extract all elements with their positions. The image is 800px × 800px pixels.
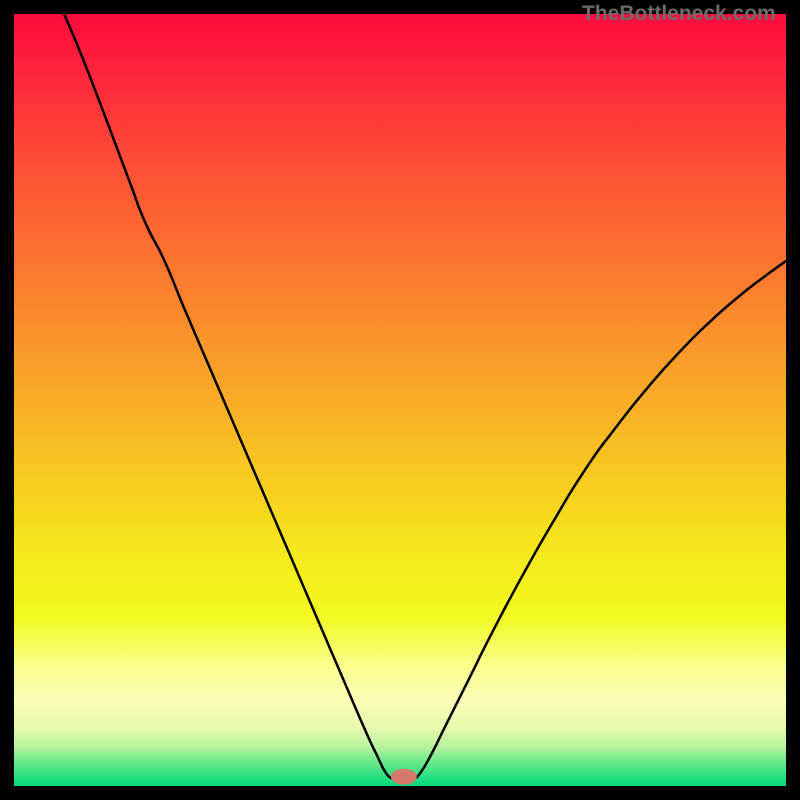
chart-frame: TheBottleneck.com bbox=[0, 0, 800, 800]
plot-area bbox=[14, 14, 786, 786]
optimal-point-marker bbox=[391, 769, 417, 785]
watermark-text: TheBottleneck.com bbox=[582, 2, 776, 26]
gradient-background bbox=[14, 14, 786, 786]
chart-svg bbox=[14, 14, 786, 786]
